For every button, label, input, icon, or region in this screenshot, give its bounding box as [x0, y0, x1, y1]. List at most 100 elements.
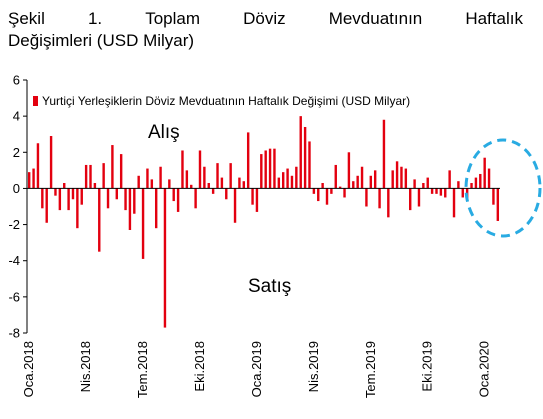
bar: [334, 164, 337, 189]
legend-label: Yurtiçi Yerleşiklerin Döviz Mevduatının …: [42, 94, 410, 108]
x-tick-label: Tem.2018: [135, 341, 150, 398]
bar: [102, 163, 105, 189]
bar: [382, 119, 386, 189]
bar: [198, 150, 202, 189]
bar: [435, 188, 438, 194]
bar: [216, 163, 219, 189]
bar: [330, 188, 333, 194]
x-tick-label: Oca.2020: [477, 341, 492, 397]
bar: [54, 188, 57, 196]
bar: [137, 175, 140, 189]
bars: [27, 116, 500, 328]
bar: [181, 150, 184, 189]
bar: [268, 148, 272, 189]
bar: [211, 188, 215, 194]
y-tick-label: 0: [13, 181, 20, 196]
bar: [255, 188, 259, 212]
bar: [190, 184, 193, 189]
bar: [391, 170, 394, 189]
title-word: Mevduatının: [328, 9, 423, 28]
bar: [119, 154, 123, 189]
bar: [89, 164, 92, 189]
bar: [207, 183, 210, 189]
bar: [343, 188, 346, 198]
bar: [470, 183, 473, 189]
bar: [369, 175, 373, 189]
x-tick-label: Oca.2018: [21, 341, 36, 397]
bar: [492, 188, 495, 205]
bar: [487, 168, 491, 189]
bar: [242, 181, 245, 189]
bar: [430, 188, 434, 194]
x-tick-label: Nis.2019: [306, 341, 321, 392]
bar: [409, 188, 412, 211]
bar: [41, 188, 44, 209]
bar: [251, 188, 254, 205]
bar: [321, 183, 324, 189]
bar: [404, 168, 408, 189]
bar: [360, 166, 364, 189]
bar: [154, 188, 158, 229]
bar: [220, 177, 224, 189]
bar: [229, 163, 232, 189]
x-tick-label: Tem.2019: [363, 341, 378, 398]
bar: [378, 188, 381, 209]
bar: [159, 166, 162, 189]
bar: [172, 188, 175, 202]
bar: [422, 183, 425, 189]
bar: [290, 175, 294, 189]
bar: [124, 188, 127, 211]
bar: [111, 145, 114, 189]
bar: [45, 188, 48, 223]
y-tick-label: -4: [8, 253, 20, 268]
bar: [238, 177, 241, 189]
bar: [58, 188, 62, 211]
bar: [483, 157, 486, 189]
bar: [163, 188, 167, 328]
bar: [106, 188, 110, 209]
bar: [338, 186, 342, 189]
y-tick-label: 2: [13, 145, 20, 160]
title-line-1: Şekil 1. Toplam Döviz Mevduatının Haftal…: [8, 8, 523, 30]
bar: [146, 168, 149, 189]
bar: [496, 188, 500, 221]
bar: [273, 148, 276, 189]
title-word: Toplam: [145, 9, 201, 28]
bar: [444, 188, 447, 198]
annotation-alis: Alış: [148, 122, 180, 143]
bar: [365, 188, 368, 207]
bar: [233, 188, 237, 223]
bar: [246, 132, 250, 189]
bar: [308, 141, 311, 189]
bar: [303, 126, 307, 189]
x-tick-label: Nis.2018: [78, 341, 93, 392]
bar: [150, 179, 154, 189]
bar: [413, 179, 416, 189]
bar: [277, 177, 281, 189]
title-line-2: Değişimleri (USD Milyar): [8, 31, 195, 50]
bar: [299, 116, 302, 189]
y-tick-label: 4: [13, 109, 20, 124]
bar: [36, 143, 40, 189]
x-tick-label: Oca.2019: [249, 341, 264, 397]
bar: [352, 181, 355, 189]
bar: [260, 154, 263, 189]
y-axis: 6 4 2 0 -2 -4 -6 -8: [8, 73, 28, 341]
title-word: Döviz: [243, 9, 286, 28]
bar: [63, 183, 66, 189]
bar: [474, 177, 478, 189]
bar: [115, 188, 118, 200]
bar: [448, 170, 451, 189]
y-tick-label: -6: [8, 289, 20, 304]
bar: [312, 188, 316, 194]
bar: [317, 188, 320, 202]
bar: [373, 170, 377, 189]
bar: [168, 179, 171, 189]
x-tick-label: Eki.2019: [420, 341, 435, 392]
bar: [128, 188, 132, 230]
bar: [452, 188, 456, 218]
bar: [76, 188, 79, 229]
bar: [264, 150, 267, 189]
bar: [185, 170, 189, 189]
